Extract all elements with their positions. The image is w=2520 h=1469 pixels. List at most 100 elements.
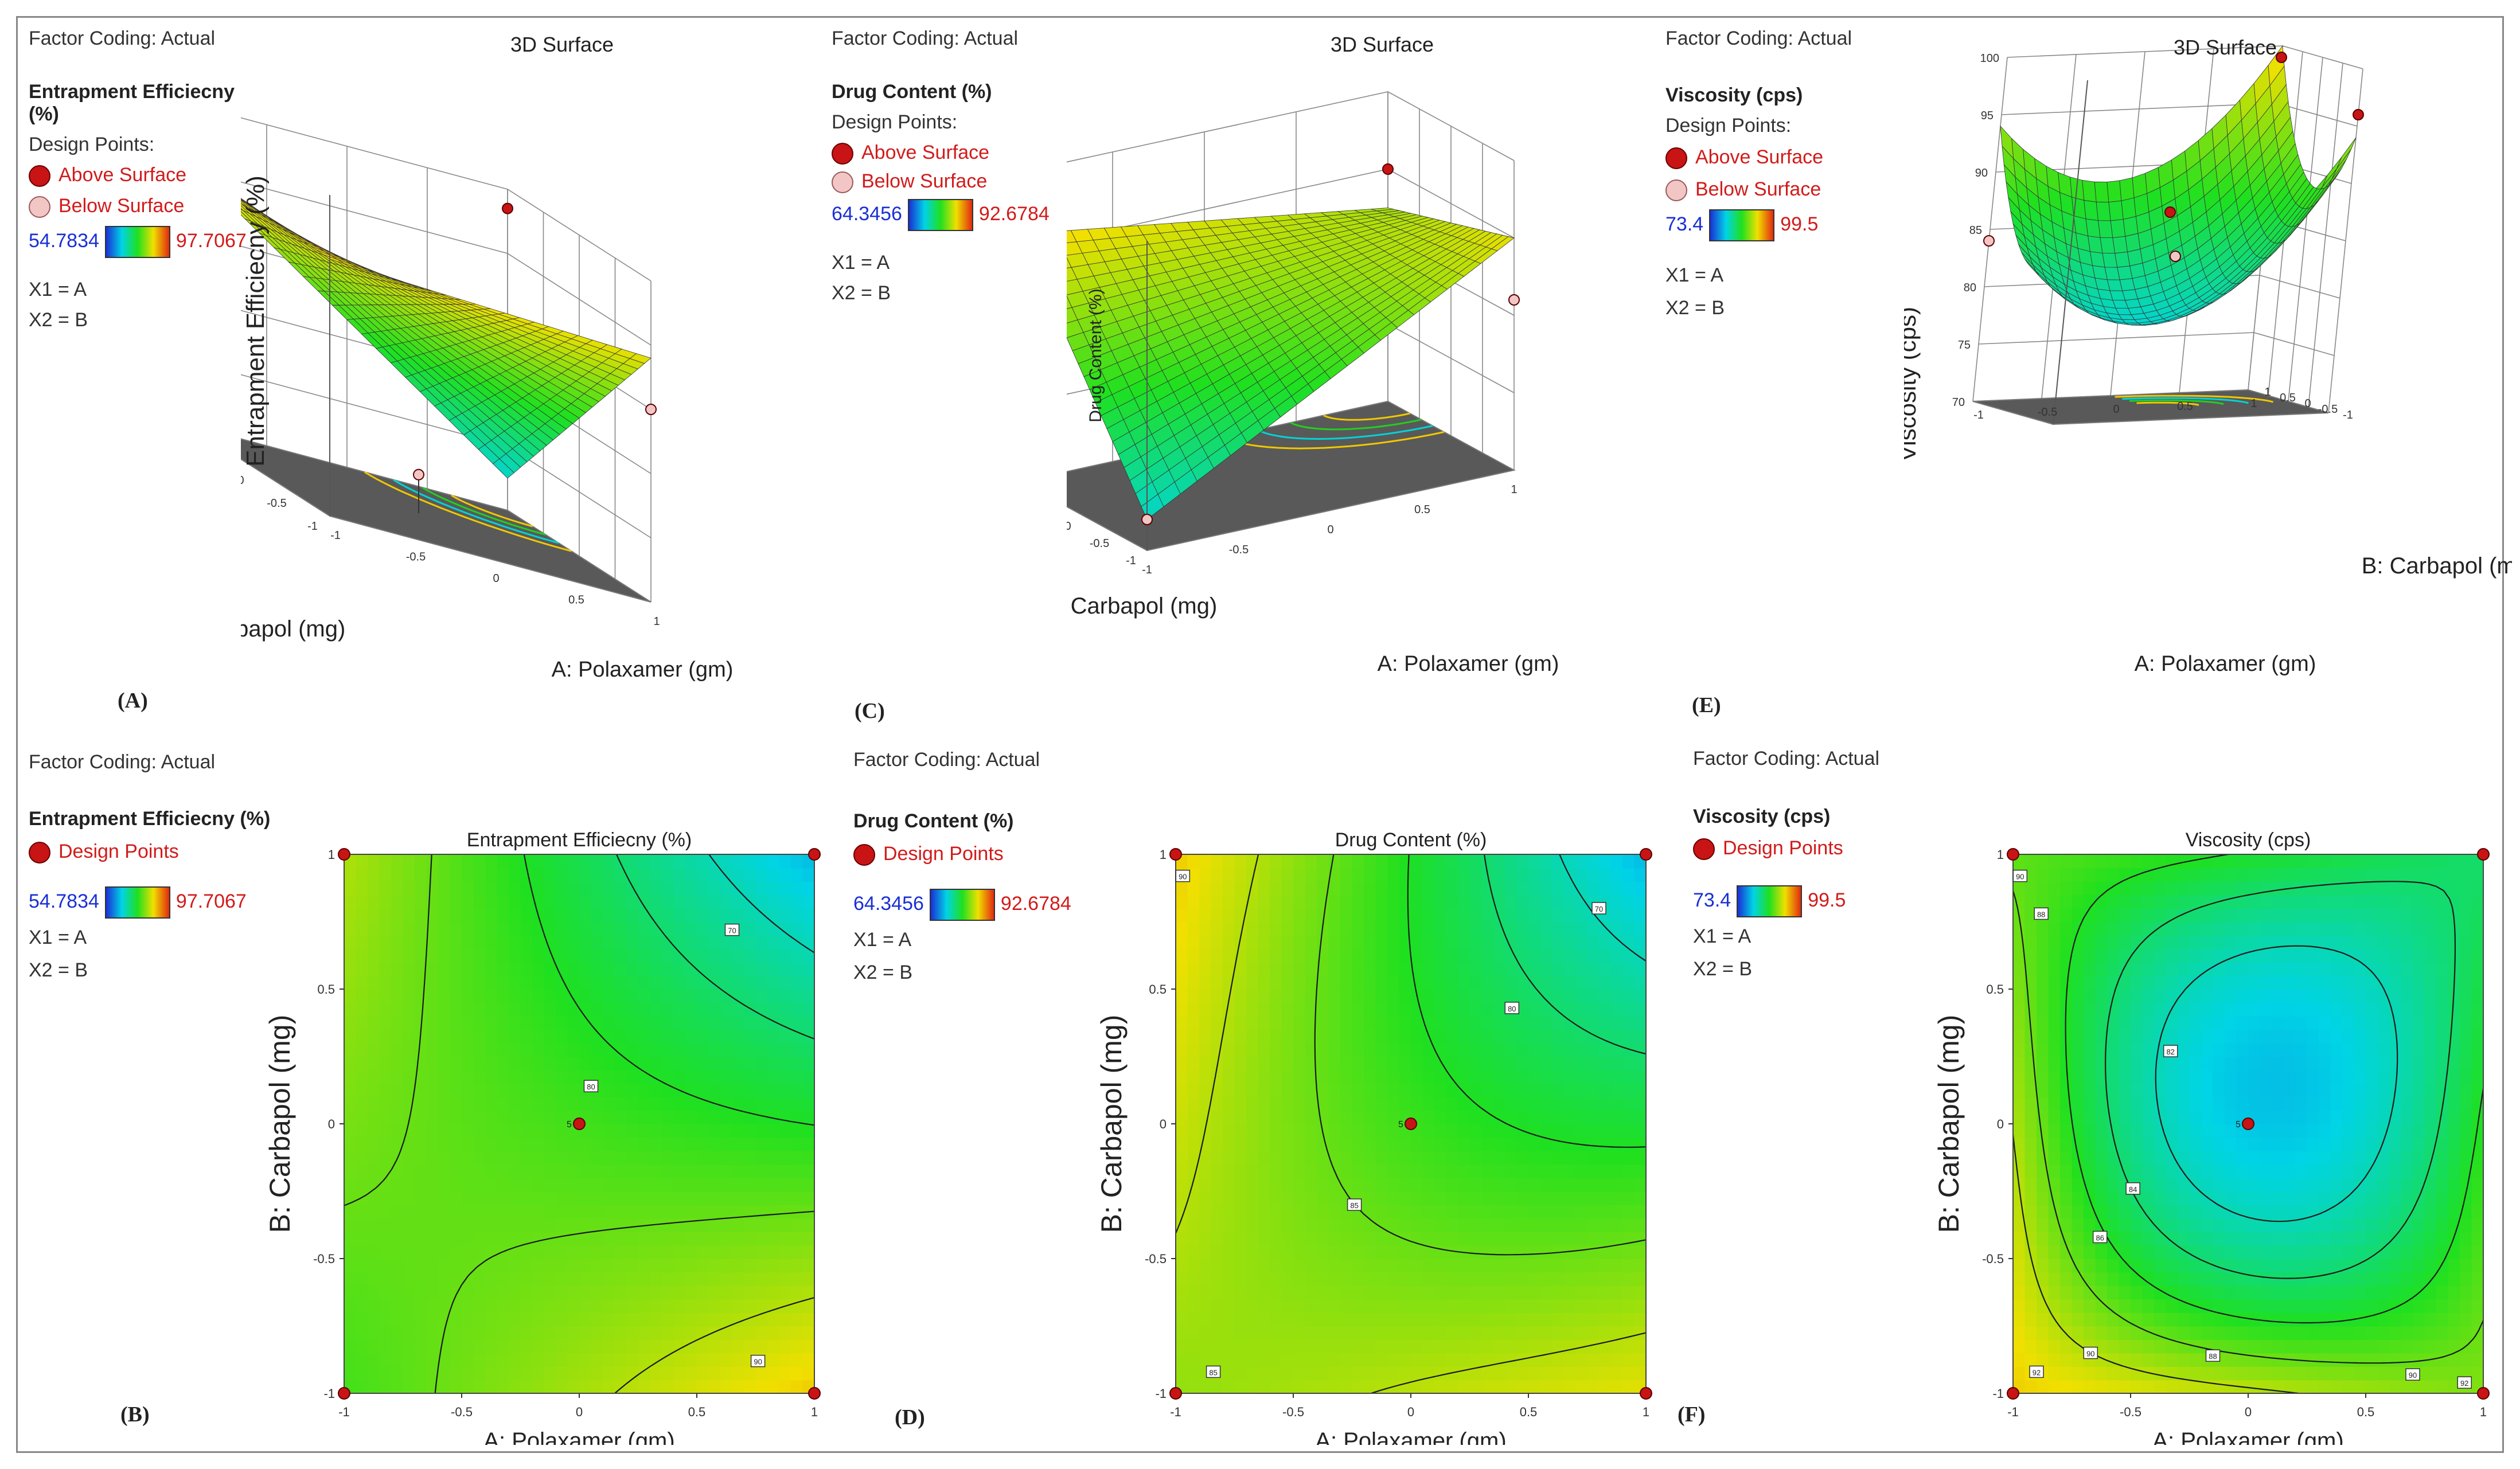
heatmap-cell [1599,935,1612,950]
heatmap-cell [1599,1353,1612,1367]
heatmap-cell [1469,908,1482,923]
heatmap-cell [1610,1326,1623,1340]
heatmap-cell [1399,1218,1411,1232]
heatmap-cell [802,868,815,882]
heatmap-cell [1446,1380,1458,1394]
heatmap-cell [556,1286,568,1300]
contour-line [344,854,815,1394]
heatmap-cell [1481,948,1494,963]
heatmap-cell [755,881,768,896]
heatmap-cell [1634,1353,1647,1367]
heatmap-cell [603,1083,615,1097]
heatmap-cell [638,1110,650,1124]
y-tick-label: -0.5 [1090,537,1109,550]
heatmap-cell [1446,1151,1458,1165]
z-tick-label: 75 [1958,339,1971,351]
heatmap-cell [1587,1178,1600,1192]
heatmap-cell [556,908,568,923]
heatmap-cell [1211,975,1223,990]
heatmap-cell [450,1137,462,1151]
heatmap-cell [1622,1272,1635,1286]
heatmap-cell [1305,854,1317,869]
heatmap-cell [1176,1151,1188,1165]
surface-cell [2094,181,2109,202]
heatmap-cell [1211,1124,1223,1138]
heatmap-cell [356,1191,368,1205]
heatmap-cell [462,1151,474,1165]
heatmap-cell [1375,908,1388,923]
heatmap-cell [379,1380,392,1394]
heatmap-cell [497,962,509,976]
heatmap-cell [391,1312,404,1327]
heatmap-cell [532,1056,545,1071]
heatmap-cell [1234,1151,1247,1165]
heatmap-cell [579,1002,592,1017]
heatmap-cell [1528,1002,1541,1017]
heatmap-cell [509,1110,521,1124]
floor-contour-line [1257,425,1433,440]
heatmap-cell [1281,1339,1294,1354]
heatmap-cell [1234,1110,1247,1124]
heatmap-cell [802,1043,815,1057]
heatmap-cell [732,1056,744,1071]
heatmap-cell [438,948,451,963]
heatmap-cell [1540,1259,1552,1273]
heatmap-cell [779,1205,791,1219]
heatmap-cell [1411,1326,1423,1340]
heatmap-cell [1434,1232,1447,1246]
heatmap-cell [1622,1083,1635,1097]
heatmap-cell [1563,868,1576,882]
heatmap-cell [1634,1178,1647,1192]
heatmap-cell [485,908,498,923]
heatmap-cell [520,1070,533,1084]
heatmap-cell [1176,881,1188,896]
heatmap-cell [391,1339,404,1354]
heatmap-cell [685,894,697,909]
heatmap-cell [1399,1191,1411,1205]
heatmap-cell [1328,1191,1341,1205]
heatmap-cell [1610,1002,1623,1017]
heatmap-cell [1246,894,1259,909]
heatmap-cell [1422,1205,1435,1219]
heatmap-cell [1528,1151,1541,1165]
x1-mapping: X1 = A [853,929,912,951]
heatmap-cell [1575,1312,1588,1327]
heatmap-cell [579,989,592,1003]
heatmap-cell [1622,1353,1635,1367]
heatmap-cell [779,908,791,923]
heatmap-cell [1293,1191,1306,1205]
heatmap-cell [626,1312,639,1327]
heatmap-cell [1493,894,1505,909]
heatmap-cell [1305,1312,1317,1327]
heatmap-cell [626,935,639,950]
heatmap-cell [1293,935,1306,950]
heatmap-cell [415,1366,427,1381]
heatmap-cell [1552,908,1565,923]
heatmap-cell [614,1124,627,1138]
heatmap-cell [1270,1232,1282,1246]
heatmap-cell [1481,881,1494,896]
heatmap-cell [520,1056,533,1071]
above-surface-label: Above Surface [1695,146,1824,168]
heatmap-cell [1516,921,1529,936]
heatmap-cell [744,1016,756,1030]
heatmap-cell [1587,1259,1600,1273]
heatmap-cell [1352,948,1364,963]
heatmap-cell [1199,1097,1212,1111]
heatmap-cell [368,921,380,936]
heatmap-cell [1622,921,1635,936]
heatmap-cell [509,868,521,882]
heatmap-cell [802,1070,815,1084]
heatmap-cell [1387,1245,1400,1259]
heatmap-cell [720,894,733,909]
heatmap-cell [1364,1164,1376,1178]
heatmap-cell [391,1124,404,1138]
heatmap-cell [1411,1029,1423,1044]
wall-gridline [2308,62,2343,408]
heatmap-cell [1622,1164,1635,1178]
heatmap-cell [485,1299,498,1313]
heatmap-cell [1176,1259,1188,1273]
heatmap-cell [1223,1164,1235,1178]
heatmap-cell [1375,1353,1388,1367]
y-axis-label: B: Carbapol (mg) [2362,553,2512,579]
